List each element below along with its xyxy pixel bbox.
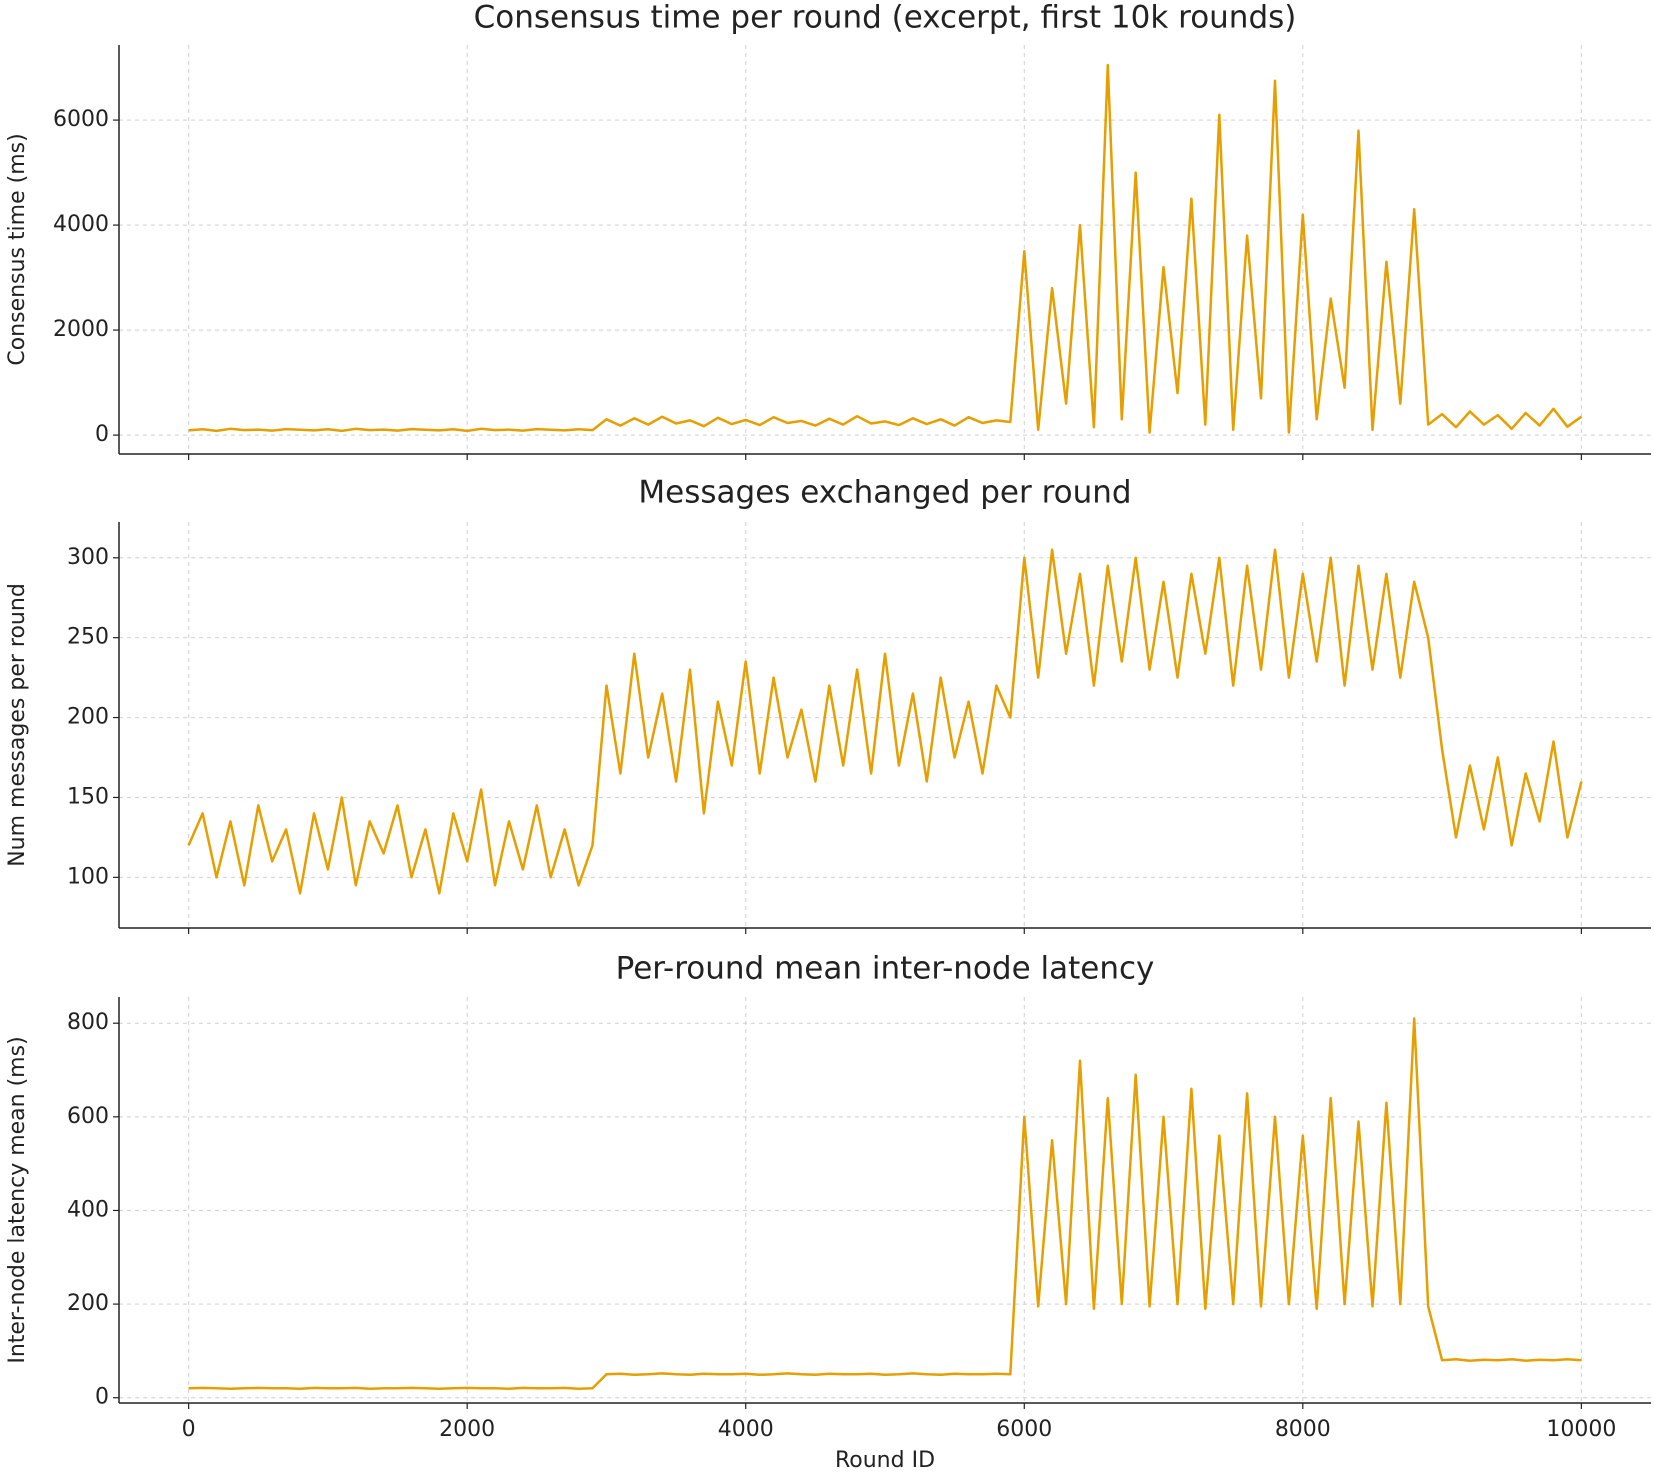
chart-title: Messages exchanged per round — [638, 475, 1131, 511]
y-tick-label: 2000 — [53, 317, 109, 342]
y-tick-label: 600 — [67, 1104, 109, 1129]
x-axis-label: Round ID — [835, 1448, 935, 1473]
x-tick-label: 4000 — [718, 1417, 774, 1442]
y-tick-label: 0 — [95, 1385, 109, 1410]
x-tick-label: 8000 — [1275, 1417, 1331, 1442]
y-tick-label: 6000 — [53, 107, 109, 132]
y-tick-label: 400 — [67, 1197, 109, 1222]
line-series — [188, 63, 1583, 434]
x-tick-label: 6000 — [996, 1417, 1052, 1442]
y-tick-label: 100 — [67, 864, 109, 889]
y-tick-label: 250 — [67, 625, 109, 650]
y-axis-label: Consensus time (ms) — [5, 133, 30, 365]
chart-title: Per-round mean inter-node latency — [616, 951, 1155, 987]
chart-title: Consensus time per round (excerpt, first… — [474, 0, 1297, 36]
y-tick-label: 4000 — [53, 212, 109, 237]
x-tick-label: 10000 — [1546, 1417, 1616, 1442]
line-series — [187, 548, 1583, 895]
y-tick-label: 200 — [67, 705, 109, 730]
x-tick-label: 0 — [182, 1417, 196, 1442]
y-axis-label: Inter-node latency mean (ms) — [5, 1036, 30, 1363]
x-tick-label: 2000 — [439, 1417, 495, 1442]
y-tick-label: 800 — [67, 1010, 109, 1035]
y-tick-label: 200 — [67, 1291, 109, 1316]
y-axis-label: Num messages per round — [5, 583, 30, 867]
y-tick-label: 0 — [95, 422, 109, 447]
y-tick-label: 150 — [67, 784, 109, 809]
line-series — [188, 1017, 1582, 1391]
y-tick-label: 300 — [67, 545, 109, 570]
